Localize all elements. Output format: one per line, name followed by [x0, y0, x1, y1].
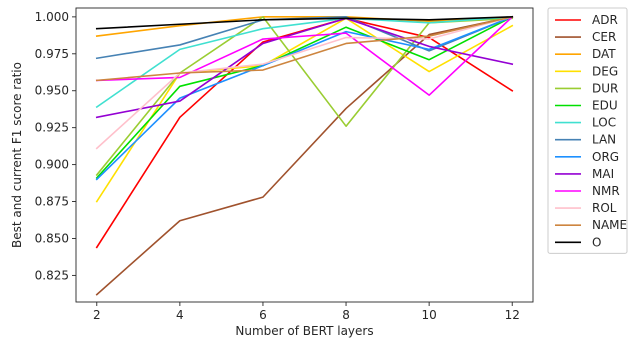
- y-tick-label: 0.875: [35, 195, 69, 209]
- legend-label-lan: LAN: [592, 133, 616, 147]
- legend-label-cer: CER: [592, 30, 616, 44]
- legend-label-dat: DAT: [592, 47, 616, 61]
- x-tick-label: 8: [342, 308, 350, 322]
- series-line-deg: [95, 17, 514, 203]
- legend-label-mai: MAI: [592, 167, 614, 181]
- y-tick-label: 0.950: [35, 84, 69, 98]
- series-line-adr: [95, 17, 514, 249]
- x-axis: 2 4 6 8 10 12: [93, 302, 520, 322]
- series-line-rol: [95, 15, 514, 150]
- series-line-o: [95, 16, 514, 30]
- y-tick-label: 0.825: [35, 268, 69, 282]
- y-tick-label: 0.850: [35, 231, 69, 245]
- legend-label-adr: ADR: [592, 13, 618, 27]
- y-axis: 0.825 0.850 0.875 0.900 0.925 0.950 0.975 1.000: [35, 10, 76, 282]
- legend-label-dur: DUR: [592, 81, 618, 95]
- y-tick-label: 1.000: [35, 10, 69, 24]
- series-line-nmr: [95, 15, 514, 96]
- x-tick-label: 6: [259, 308, 267, 322]
- series-line-dat: [95, 16, 514, 37]
- x-tick-label: 10: [421, 308, 436, 322]
- series-line-loc: [95, 16, 514, 109]
- y-axis-label: Best and current F1 score ratio: [10, 62, 24, 248]
- series-layer: [95, 15, 514, 296]
- legend-label-loc: LOC: [592, 116, 616, 130]
- series-line-edu: [95, 15, 514, 180]
- y-tick-label: 0.975: [35, 47, 69, 61]
- legend-label-o: O: [592, 235, 601, 249]
- series-line-cer: [95, 15, 514, 296]
- x-tick-label: 2: [93, 308, 101, 322]
- series-line-org: [95, 15, 514, 181]
- legend-label-edu: EDU: [592, 99, 618, 113]
- legend-label-rol: ROL: [592, 201, 617, 215]
- x-axis-label: Number of BERT layers: [235, 324, 373, 338]
- plot-frame: [75, 7, 534, 303]
- series-line-mai: [95, 17, 514, 119]
- legend-label-nmr: NMR: [592, 184, 620, 198]
- legend-label-org: ORG: [592, 150, 619, 164]
- legend: ADR CER DAT DEG DUR EDU LOC LAN ORG MAI NMR ROL NAME…: [547, 7, 628, 254]
- y-tick-label: 0.925: [35, 121, 69, 135]
- legend-label-deg: DEG: [592, 64, 618, 78]
- x-tick-label: 4: [176, 308, 184, 322]
- legend-label-name: NAME: [592, 218, 627, 232]
- x-tick-label: 12: [505, 308, 520, 322]
- axes-layer: [75, 7, 534, 303]
- legend-frame: [547, 7, 628, 254]
- series-line-name: [95, 15, 514, 82]
- y-tick-label: 0.900: [35, 158, 69, 172]
